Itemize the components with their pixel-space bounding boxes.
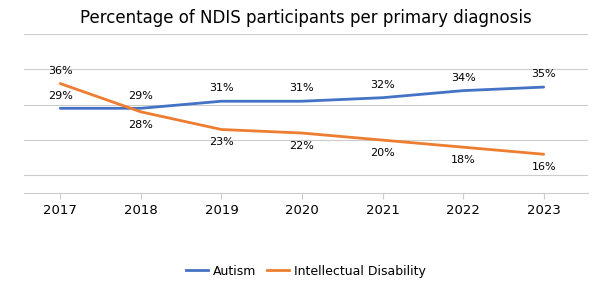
Line: Autism: Autism: [60, 87, 544, 108]
Autism: [379, 96, 386, 99]
Text: 34%: 34%: [451, 73, 475, 83]
Intellectual Disability: [298, 131, 305, 135]
Text: 29%: 29%: [48, 91, 73, 101]
Intellectual Disability: [460, 145, 467, 149]
Intellectual Disability: [56, 82, 64, 85]
Autism: [137, 106, 145, 110]
Line: Intellectual Disability: Intellectual Disability: [60, 83, 544, 154]
Autism: [540, 85, 547, 89]
Text: 32%: 32%: [370, 80, 395, 90]
Legend: Autism, Intellectual Disability: Autism, Intellectual Disability: [181, 260, 431, 283]
Autism: [56, 106, 64, 110]
Text: 16%: 16%: [532, 162, 556, 172]
Intellectual Disability: [540, 153, 547, 156]
Text: 31%: 31%: [290, 83, 314, 93]
Title: Percentage of NDIS participants per primary diagnosis: Percentage of NDIS participants per prim…: [80, 9, 532, 27]
Text: 22%: 22%: [290, 141, 314, 151]
Intellectual Disability: [379, 138, 386, 142]
Text: 18%: 18%: [451, 155, 475, 165]
Text: 20%: 20%: [370, 148, 395, 158]
Text: 35%: 35%: [532, 69, 556, 79]
Text: 28%: 28%: [128, 120, 153, 130]
Text: 36%: 36%: [48, 66, 73, 76]
Text: 31%: 31%: [209, 83, 234, 93]
Autism: [298, 99, 305, 103]
Text: 23%: 23%: [209, 137, 234, 147]
Autism: [218, 99, 225, 103]
Intellectual Disability: [137, 110, 145, 114]
Intellectual Disability: [218, 128, 225, 131]
Text: 29%: 29%: [128, 91, 153, 101]
Autism: [460, 89, 467, 92]
